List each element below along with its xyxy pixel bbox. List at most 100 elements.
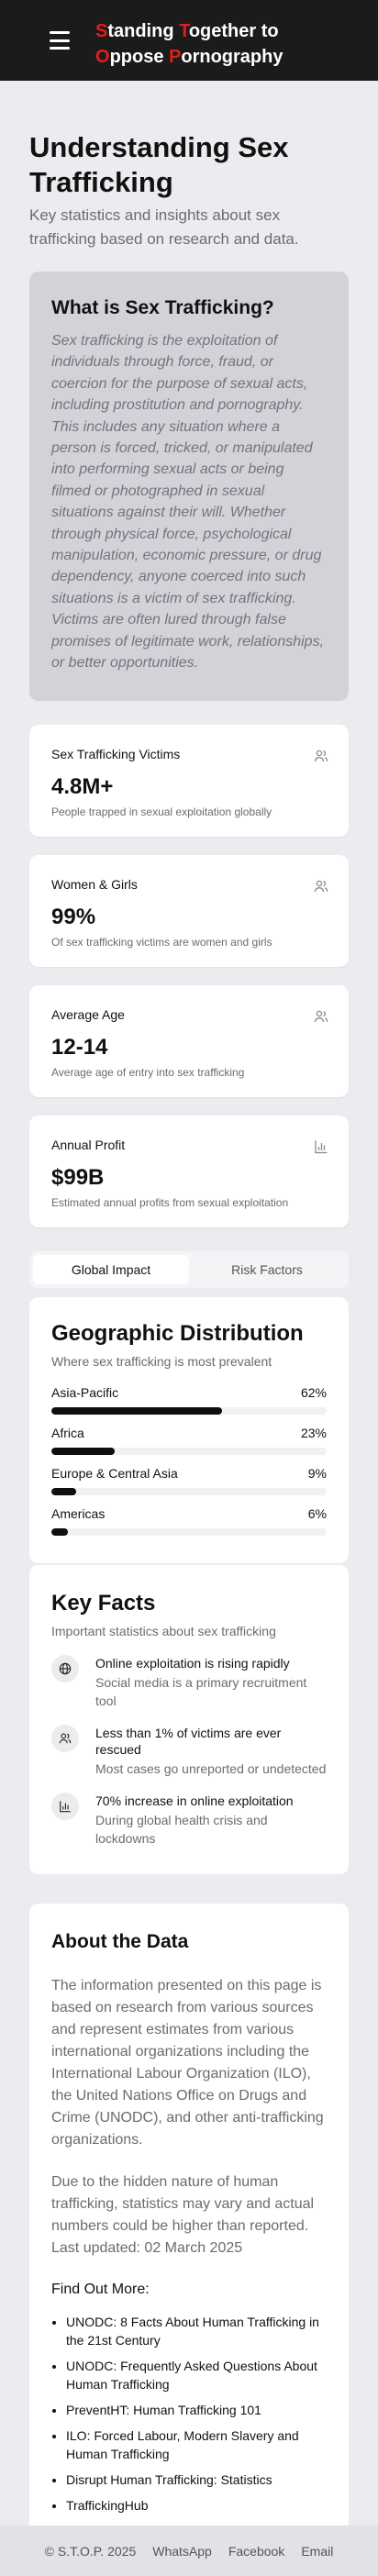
geo-row-africa: Africa 23% — [51, 1424, 327, 1455]
geo-bar-track — [51, 1407, 327, 1415]
tab-bar: Global Impact Risk Factors — [29, 1251, 349, 1288]
bar-chart-icon — [51, 1793, 79, 1820]
geographic-distribution-card: Geographic Distribution Where sex traffi… — [29, 1297, 349, 1563]
geo-percent: 9% — [307, 1466, 327, 1481]
brand-letter-t: T — [179, 21, 189, 41]
list-item: UNODC: 8 Facts About Human Trafficking i… — [66, 2313, 327, 2349]
fact-title: Online exploitation is rising rapidly — [95, 1656, 290, 1671]
brand-letter-p: P — [169, 47, 182, 67]
geo-subtitle: Where sex trafficking is most prevalent — [51, 1354, 272, 1369]
resource-link[interactable]: UNODC: Frequently Asked Questions About … — [66, 2359, 317, 2392]
tab-global-impact[interactable]: Global Impact — [33, 1255, 189, 1284]
footer-link-email[interactable]: Email — [301, 2543, 334, 2559]
stat-description: People trapped in sexual exploitation gl… — [51, 805, 272, 818]
footer-link-whatsapp[interactable]: WhatsApp — [152, 2543, 212, 2559]
stat-value: 4.8M+ — [51, 774, 114, 799]
fact-description: Most cases go unreported or undetected — [95, 1761, 327, 1776]
fact-title: 70% increase in online exploitation — [95, 1793, 294, 1808]
resource-link[interactable]: TraffickingHub — [66, 2498, 149, 2513]
geo-region: Americas — [51, 1506, 106, 1521]
fact-title: Less than 1% of victims are ever rescued — [95, 1726, 282, 1757]
resource-link[interactable]: ILO: Forced Labour, Modern Slavery and H… — [66, 2428, 299, 2461]
definition-title: What is Sex Trafficking? — [51, 297, 274, 318]
users-icon — [314, 1010, 328, 1023]
list-item: ILO: Forced Labour, Modern Slavery and H… — [66, 2426, 327, 2463]
definition-text: Sex trafficking is the exploitation of i… — [51, 333, 325, 672]
geo-percent: 6% — [307, 1506, 327, 1521]
stat-card-annual-profit: Annual Profit $99B Estimated annual prof… — [29, 1116, 349, 1227]
stat-card-women-girls: Women & Girls 99% Of sex trafficking vic… — [29, 855, 349, 967]
fact-item: Online exploitation is rising rapidly So… — [51, 1655, 327, 1710]
globe-icon — [51, 1655, 79, 1682]
resource-link[interactable]: Disrupt Human Trafficking: Statistics — [66, 2472, 272, 2487]
brand-letter-o: O — [95, 47, 110, 67]
key-facts-card: Key Facts Important statistics about sex… — [29, 1565, 349, 1874]
geo-bar-fill — [51, 1528, 68, 1536]
fact-item: Less than 1% of victims are ever rescued… — [51, 1725, 327, 1778]
geo-bar-fill — [51, 1407, 222, 1415]
geo-bar-fill — [51, 1488, 76, 1495]
resource-link[interactable]: PreventHT: Human Trafficking 101 — [66, 2403, 261, 2417]
list-item: Disrupt Human Trafficking: Statistics — [66, 2471, 327, 2489]
stat-card-average-age: Average Age 12-14 Average age of entry i… — [29, 985, 349, 1097]
users-icon — [51, 1725, 79, 1752]
stat-card-victims: Sex Trafficking Victims 4.8M+ People tra… — [29, 725, 349, 837]
brand-word: ornography — [181, 47, 284, 67]
stat-value: $99B — [51, 1165, 105, 1190]
fact-description: Social media is a primary recruitment to… — [95, 1675, 307, 1708]
bar-chart-icon — [315, 1140, 328, 1154]
geo-bar-track — [51, 1528, 327, 1536]
page-subtitle: Key statistics and insights about sex tr… — [29, 206, 299, 248]
geo-list: Asia-Pacific 62% Africa 23% Europe & Centr… — [51, 1383, 327, 1536]
fact-item: 70% increase in online exploitation Duri… — [51, 1793, 327, 1848]
geo-bar-track — [51, 1448, 327, 1455]
footer-copyright: © S.T.O.P. 2025 — [44, 2543, 137, 2559]
facts-subtitle: Important statistics about sex trafficki… — [51, 1624, 276, 1638]
brand-line-2: Oppose Pornography — [95, 44, 283, 70]
about-title: About the Data — [51, 1931, 189, 1952]
tab-risk-factors[interactable]: Risk Factors — [231, 1262, 303, 1277]
site-footer: © S.T.O.P. 2025 WhatsApp Facebook Email — [0, 2526, 378, 2576]
stat-label: Women & Girls — [51, 877, 138, 892]
brand-letter-s: S — [95, 21, 108, 41]
stat-description: Estimated annual profits from sexual exp… — [51, 1196, 289, 1209]
find-out-more-heading: Find Out More: — [51, 2282, 150, 2297]
geo-region: Africa — [51, 1426, 84, 1440]
stat-description: Average age of entry into sex traffickin… — [51, 1066, 245, 1079]
stat-value: 12-14 — [51, 1035, 108, 1060]
stat-label: Average Age — [51, 1007, 125, 1022]
footer-link-facebook[interactable]: Facebook — [228, 2543, 285, 2559]
geo-percent: 62% — [300, 1385, 327, 1400]
brand-word: tanding — [107, 21, 180, 41]
definition-card: What is Sex Trafficking? Sex trafficking… — [29, 272, 349, 701]
geo-row-europe-central-asia: Europe & Central Asia 9% — [51, 1464, 327, 1495]
users-icon — [314, 880, 328, 893]
fact-description: During global health crisis and lockdown… — [95, 1813, 268, 1846]
geo-row-asia-pacific: Asia-Pacific 62% — [51, 1383, 327, 1415]
users-icon — [314, 749, 328, 762]
about-paragraph: Due to the hidden nature of human traffi… — [51, 2174, 315, 2256]
about-data-card: About the Data The information presented… — [29, 1904, 349, 2576]
list-item: TraffickingHub — [66, 2496, 327, 2515]
stat-label: Sex Trafficking Victims — [51, 747, 181, 761]
brand-line-1: Standing Together to — [95, 18, 283, 44]
facts-title: Key Facts — [51, 1591, 156, 1616]
geo-bar-fill — [51, 1448, 115, 1455]
site-brand[interactable]: Standing Together to Oppose Pornography — [95, 18, 283, 70]
geo-title: Geographic Distribution — [51, 1321, 304, 1346]
top-navbar: Standing Together to Oppose Pornography — [0, 0, 378, 81]
about-paragraph: The information presented on this page i… — [51, 1978, 324, 2148]
hamburger-menu-icon[interactable] — [50, 31, 70, 50]
brand-word: ppose — [109, 47, 170, 67]
page-title: Understanding Sex Trafficking — [29, 131, 289, 198]
resource-link[interactable]: UNODC: 8 Facts About Human Trafficking i… — [66, 2315, 319, 2348]
stat-label: Annual Profit — [51, 1138, 126, 1152]
geo-region: Europe & Central Asia — [51, 1466, 178, 1481]
stat-description: Of sex trafficking victims are women and… — [51, 936, 272, 949]
geo-region: Asia-Pacific — [51, 1385, 119, 1400]
list-item: PreventHT: Human Trafficking 101 — [66, 2401, 327, 2419]
geo-row-americas: Americas 6% — [51, 1505, 327, 1536]
stat-value: 99% — [51, 905, 96, 929]
geo-bar-track — [51, 1488, 327, 1495]
facts-list: Online exploitation is rising rapidly So… — [51, 1655, 327, 1848]
